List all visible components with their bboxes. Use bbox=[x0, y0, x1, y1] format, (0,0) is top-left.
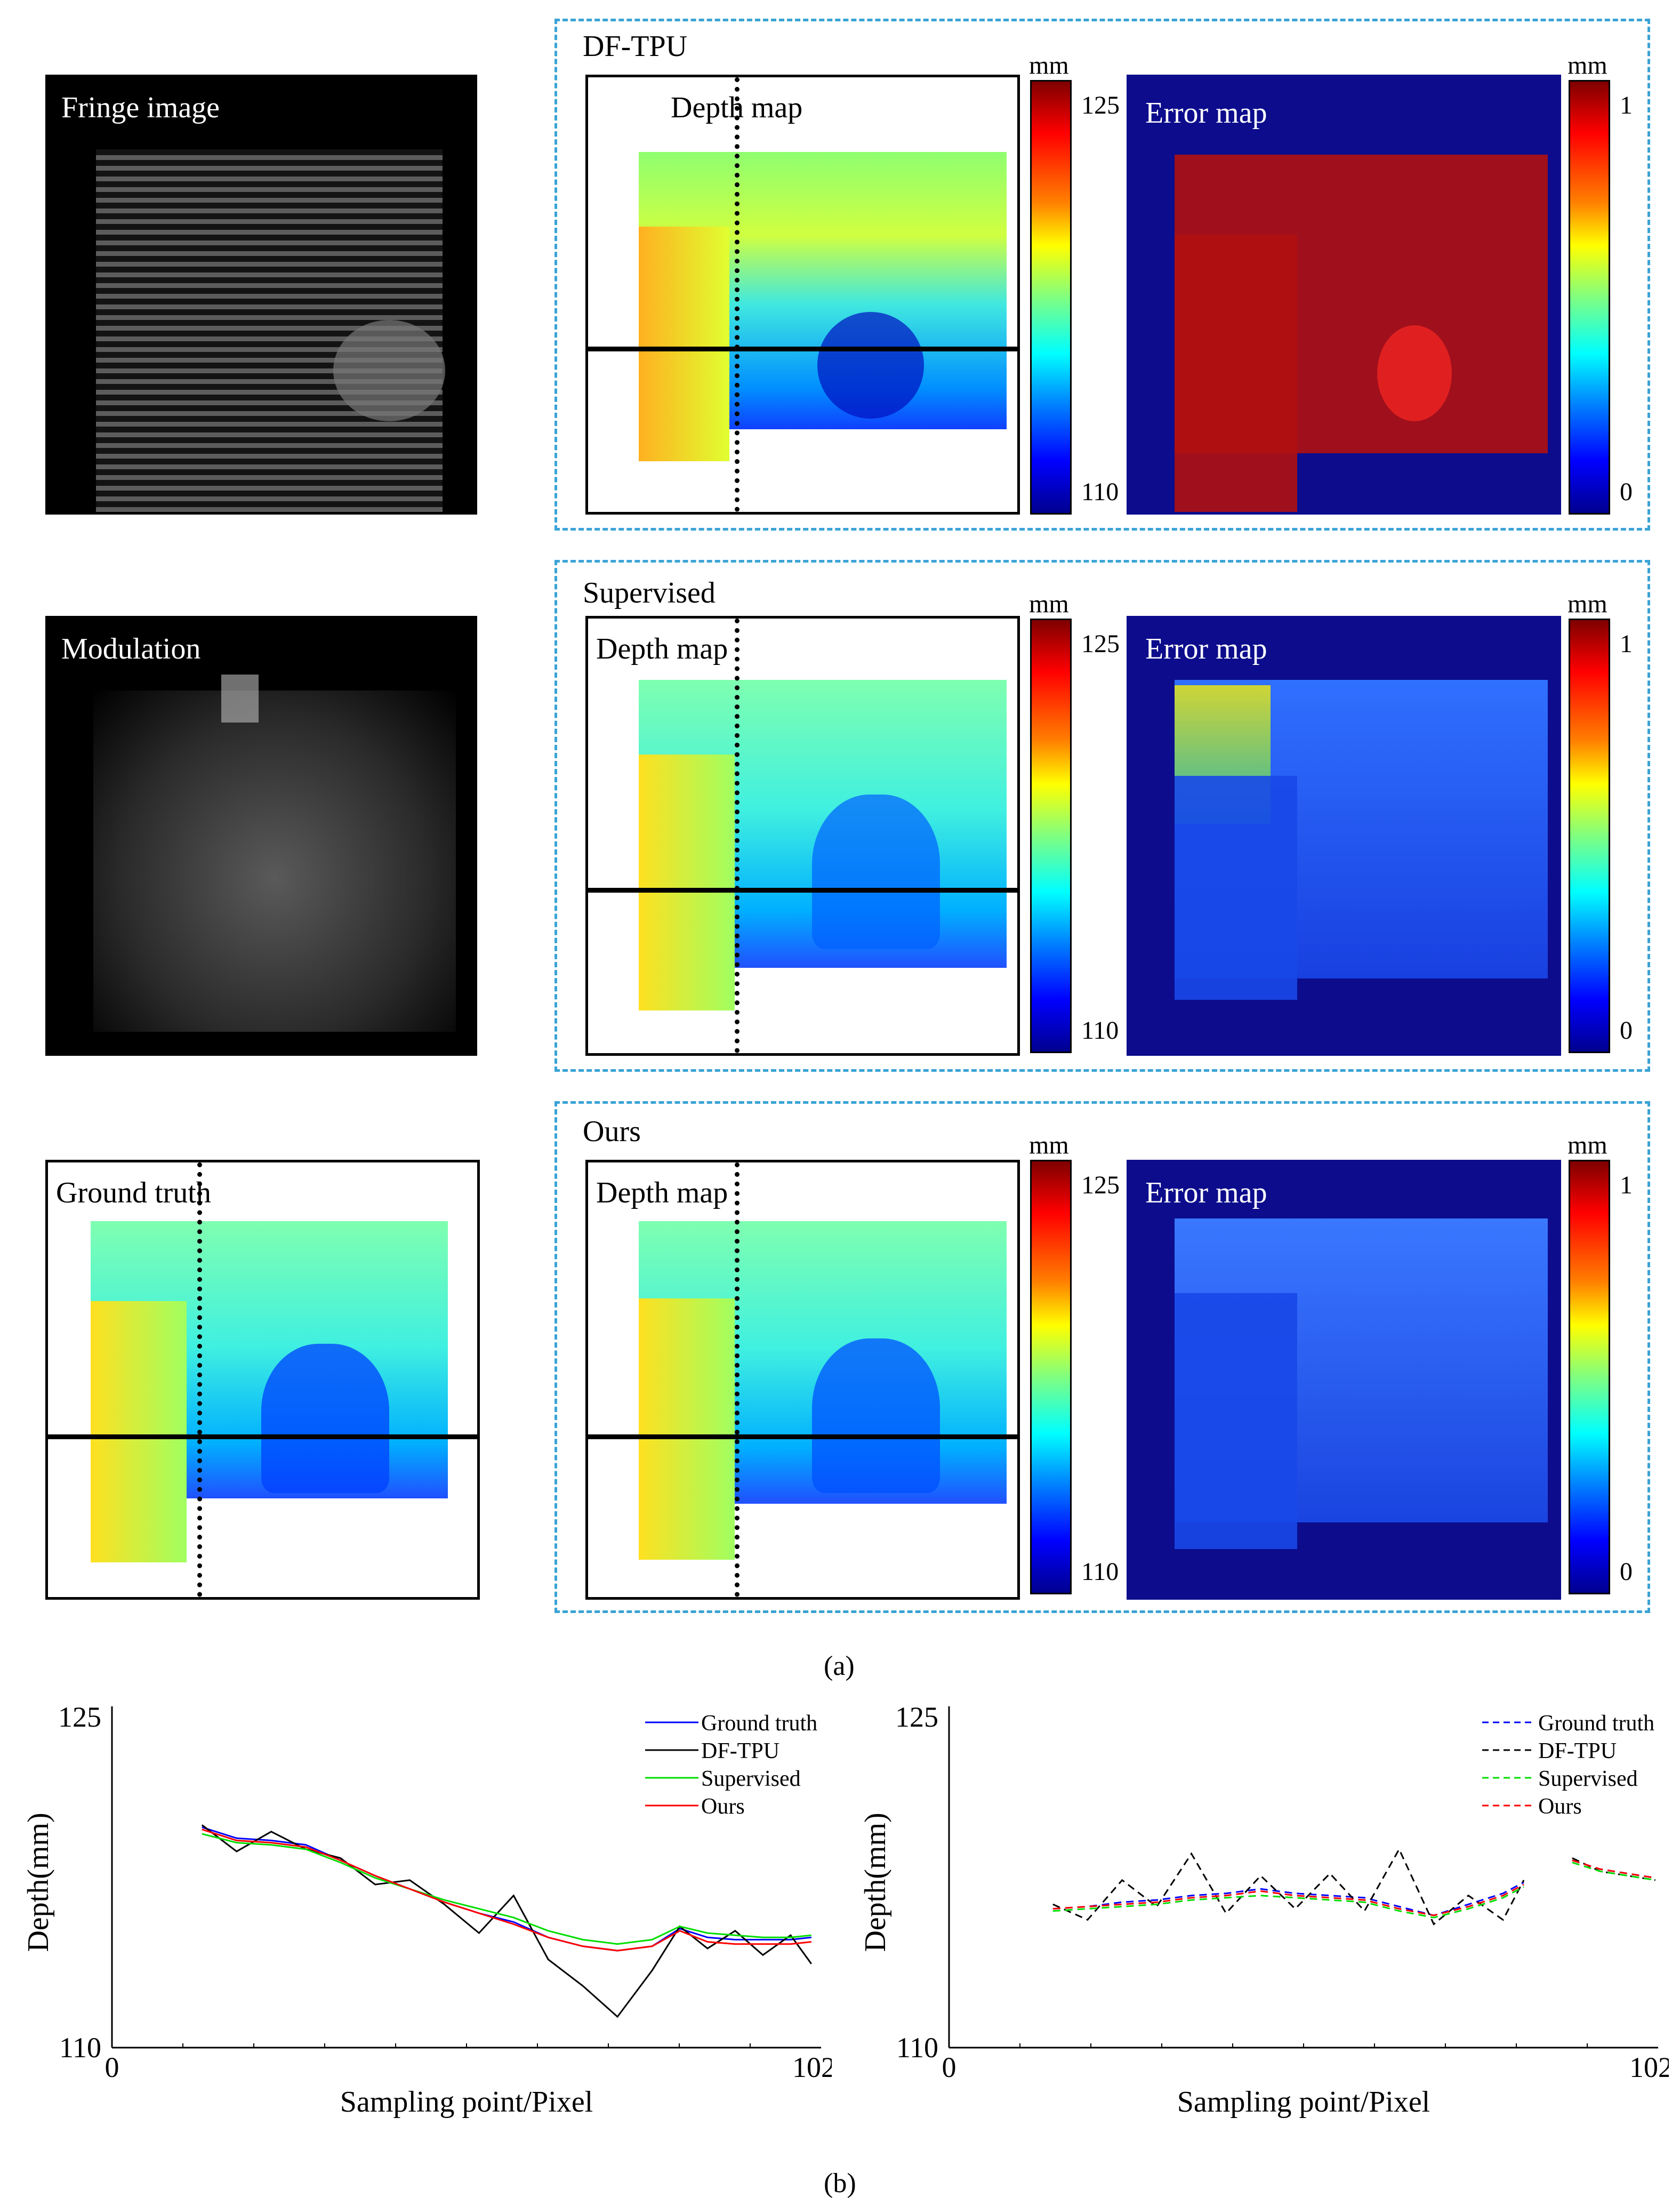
panel-a-caption: (a) bbox=[824, 1651, 855, 1681]
supervised-depth-max: 125 bbox=[1081, 630, 1120, 658]
supervised-error-title: Error map bbox=[1145, 632, 1267, 665]
supervised-depth-unit: mm bbox=[1029, 590, 1069, 618]
ours-depth-min: 110 bbox=[1081, 1558, 1119, 1586]
legend-label-1: DF-TPU bbox=[701, 1739, 779, 1763]
supervised-depth-min: 110 bbox=[1081, 1016, 1119, 1045]
dftpu-depth-unit: mm bbox=[1029, 51, 1069, 79]
ours-error-max: 1 bbox=[1620, 1171, 1633, 1199]
supervised-error-map: Error map bbox=[1127, 616, 1561, 1056]
legend-label-1: DF-TPU bbox=[1538, 1739, 1617, 1763]
supervised-depth-colorbar bbox=[1030, 619, 1072, 1053]
dftpu-depth-title: Depth map bbox=[671, 91, 803, 124]
y-tick-label-max: 125 bbox=[58, 1701, 101, 1733]
x-tick-label-min: 0 bbox=[942, 2051, 956, 2083]
panel-b-caption: (b) bbox=[824, 2168, 856, 2199]
y-axis-label: Depth(mm) bbox=[22, 1812, 55, 1952]
ground-truth-panel: Ground truth bbox=[45, 1160, 480, 1600]
ours-error-map: Error map bbox=[1127, 1160, 1561, 1600]
ours-depth-title: Depth map bbox=[596, 1176, 728, 1209]
ours-error-min: 0 bbox=[1620, 1558, 1633, 1586]
ours-depth-unit: mm bbox=[1029, 1131, 1069, 1159]
x-tick-label-max: 1024 bbox=[1629, 2051, 1669, 2083]
supervised-depth-map: Depth map bbox=[585, 616, 1020, 1056]
ours-error-colorbar bbox=[1569, 1160, 1610, 1594]
x-tick-label-max: 1024 bbox=[792, 2051, 832, 2083]
legend-label-0: Ground truth bbox=[701, 1711, 817, 1736]
x-axis-label: Sampling point/Pixel bbox=[1177, 2085, 1430, 2119]
modulation-title: Modulation bbox=[61, 632, 201, 665]
ground-truth-title: Ground truth bbox=[56, 1176, 211, 1209]
supervised-error-min: 0 bbox=[1620, 1016, 1633, 1045]
dftpu-depth-map: Depth map bbox=[585, 75, 1020, 515]
ours-group bbox=[554, 1101, 1650, 1613]
dftpu-error-min: 0 bbox=[1620, 478, 1633, 506]
legend-label-0: Ground truth bbox=[1538, 1711, 1654, 1736]
dftpu-error-title: Error map bbox=[1145, 97, 1267, 130]
x-tick-label-min: 0 bbox=[105, 2051, 119, 2083]
ours-depth-max: 125 bbox=[1081, 1171, 1120, 1199]
dftpu-error-colorbar bbox=[1569, 80, 1610, 515]
fringe-image-title: Fringe image bbox=[61, 91, 220, 124]
y-tick-label-min: 110 bbox=[896, 2032, 938, 2064]
series-line-3 bbox=[1052, 1859, 1656, 1916]
x-axis-label: Sampling point/Pixel bbox=[340, 2085, 593, 2119]
ours-label: Ours bbox=[583, 1115, 641, 1148]
ours-depth-map: Depth map bbox=[585, 1160, 1020, 1600]
supervised-error-unit: mm bbox=[1568, 590, 1607, 618]
fringe-image-panel: Fringe image bbox=[45, 75, 477, 515]
supervised-depth-title: Depth map bbox=[596, 632, 728, 665]
supervised-label: Supervised bbox=[583, 576, 716, 609]
dftpu-depth-max: 125 bbox=[1081, 91, 1120, 119]
series-line-3 bbox=[202, 1828, 811, 1952]
series-line-1 bbox=[1052, 1847, 1656, 1926]
y-tick-label-min: 110 bbox=[59, 2032, 101, 2064]
dftpu-error-unit: mm bbox=[1568, 51, 1607, 79]
supervised-group bbox=[554, 560, 1650, 1072]
series-line-0 bbox=[1052, 1859, 1656, 1916]
ours-error-unit: mm bbox=[1568, 1131, 1607, 1159]
dftpu-depth-min: 110 bbox=[1081, 478, 1119, 506]
modulation-panel: Modulation bbox=[45, 616, 477, 1056]
series-line-2 bbox=[1052, 1862, 1656, 1919]
legend-label-3: Ours bbox=[1538, 1794, 1582, 1819]
dftpu-group bbox=[554, 19, 1650, 531]
y-axis-label: Depth(mm) bbox=[859, 1812, 892, 1952]
dftpu-label: DF-TPU bbox=[583, 30, 688, 63]
supervised-error-max: 1 bbox=[1620, 630, 1633, 658]
series-line-2 bbox=[202, 1833, 811, 1945]
ours-error-title: Error map bbox=[1145, 1176, 1267, 1209]
dftpu-error-map: Error map bbox=[1127, 75, 1561, 515]
dftpu-depth-colorbar bbox=[1030, 80, 1072, 515]
dftpu-error-max: 1 bbox=[1620, 91, 1633, 119]
series-line-0 bbox=[202, 1826, 811, 1952]
y-tick-label-max: 125 bbox=[895, 1701, 938, 1733]
ours-depth-colorbar bbox=[1030, 1160, 1072, 1594]
supervised-error-colorbar bbox=[1569, 619, 1610, 1053]
legend-label-2: Supervised bbox=[701, 1767, 801, 1791]
legend-label-2: Supervised bbox=[1538, 1767, 1638, 1791]
legend-label-3: Ours bbox=[701, 1794, 745, 1819]
